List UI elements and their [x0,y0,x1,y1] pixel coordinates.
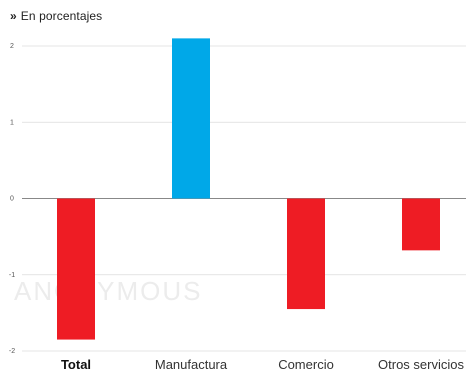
y-tick-label: -2 [9,348,15,355]
subtitle-text: En porcentajes [20,9,103,23]
y-tick-label: 2 [10,43,14,50]
x-category-label: Total [61,357,91,372]
subtitle-marker: » [10,9,17,23]
bar-manufactura [172,38,210,199]
x-category-label: Otros servicios [378,357,464,372]
y-tick-label: -1 [9,272,15,279]
bar-total [57,198,95,340]
x-category-label: Comercio [278,357,334,372]
y-tick-label: 0 [10,196,14,203]
chart-subtitle: » En porcentajes [10,9,102,23]
bar-otros-servicios [402,198,440,251]
x-category-label: Manufactura [155,357,228,372]
bar-comercio [287,198,325,310]
y-tick-label: 1 [10,119,14,126]
